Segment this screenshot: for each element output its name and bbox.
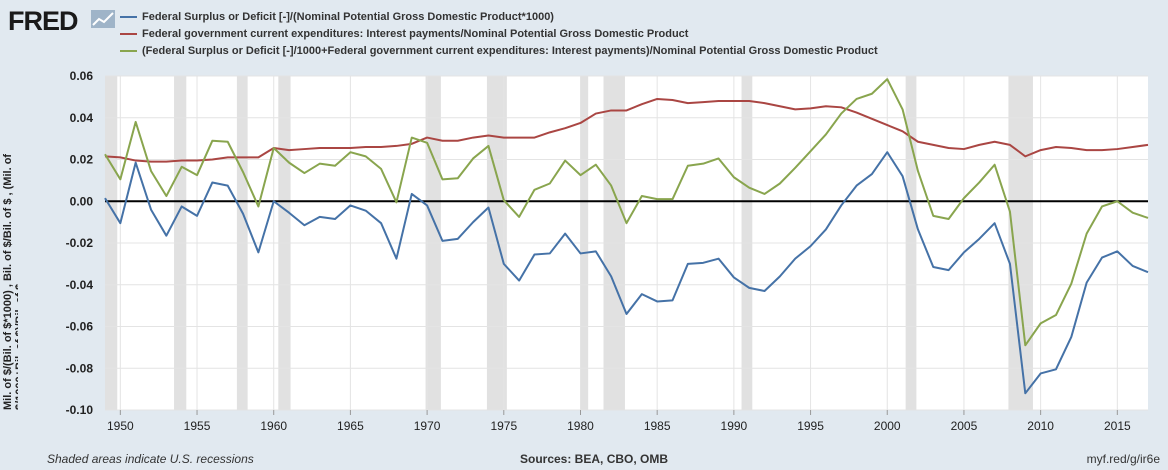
y-tick-label: 0.04 — [70, 111, 94, 125]
y-axis-label: Mil. of $/(Bil. of $*1000) , Bil. of $/B… — [2, 154, 18, 410]
recession-note: Shaded areas indicate U.S. recessions — [47, 452, 254, 466]
legend-swatch — [120, 50, 137, 53]
y-tick-label: -0.04 — [66, 278, 94, 292]
x-tick-label: 1955 — [184, 419, 211, 433]
x-tick-label: 1950 — [107, 419, 134, 433]
series-line-1 — [104, 151, 1149, 395]
legend-label: (Federal Surplus or Deficit [-]/1000+Fed… — [142, 45, 878, 57]
x-tick-label: 1985 — [644, 419, 671, 433]
y-tick-label: -0.06 — [66, 320, 94, 334]
legend-swatch — [120, 33, 137, 36]
x-tick-label: 1990 — [721, 419, 748, 433]
x-tick-label: 2015 — [1104, 419, 1131, 433]
x-tick-label: 1965 — [337, 419, 364, 433]
x-tick-label: 2000 — [874, 419, 901, 433]
y-tick-label: -0.10 — [66, 403, 94, 417]
chart-line-icon — [91, 10, 115, 28]
series-line-3 — [104, 78, 1149, 347]
legend-label: Federal Surplus or Deficit [-]/(Nominal … — [142, 11, 554, 23]
sources: Sources: BEA, CBO, OMB — [520, 452, 669, 466]
x-tick-label: 1960 — [260, 419, 287, 433]
y-tick-label: 0.00 — [70, 194, 94, 208]
y-tick-label: -0.02 — [66, 236, 94, 250]
legend-item-interest-payments[interactable]: Federal government current expenditures:… — [120, 28, 688, 40]
series-line-2 — [104, 97, 1149, 163]
x-tick-label: 2010 — [1027, 419, 1054, 433]
y-axis-label-line-1: Mil. of $/(Bil. of $*1000) , Bil. of $/B… — [2, 154, 14, 410]
x-tick-label: 1980 — [567, 419, 594, 433]
legend-label: Federal government current expenditures:… — [142, 28, 689, 40]
x-tick-label: 1975 — [490, 419, 517, 433]
y-tick-label: -0.08 — [66, 361, 94, 375]
fred-logo[interactable]: FRED — [8, 6, 78, 36]
x-tick-label: 1970 — [414, 419, 441, 433]
x-tick-label: 1995 — [797, 419, 824, 433]
short-url[interactable]: myf.red/g/ir6e — [1086, 452, 1160, 466]
y-tick-label: 0.02 — [70, 153, 94, 167]
legend-item-primary-balance[interactable]: (Federal Surplus or Deficit [-]/1000+Fed… — [120, 45, 878, 57]
y-tick-label: 0.06 — [70, 69, 94, 83]
y-axis-label-line-2: $/1000+Bil. of $)/Bil. of $ — [14, 284, 18, 410]
legend-item-surplus-deficit[interactable]: Federal Surplus or Deficit [-]/(Nominal … — [120, 11, 554, 23]
x-tick-label: 2005 — [951, 419, 978, 433]
legend-swatch — [120, 16, 137, 19]
